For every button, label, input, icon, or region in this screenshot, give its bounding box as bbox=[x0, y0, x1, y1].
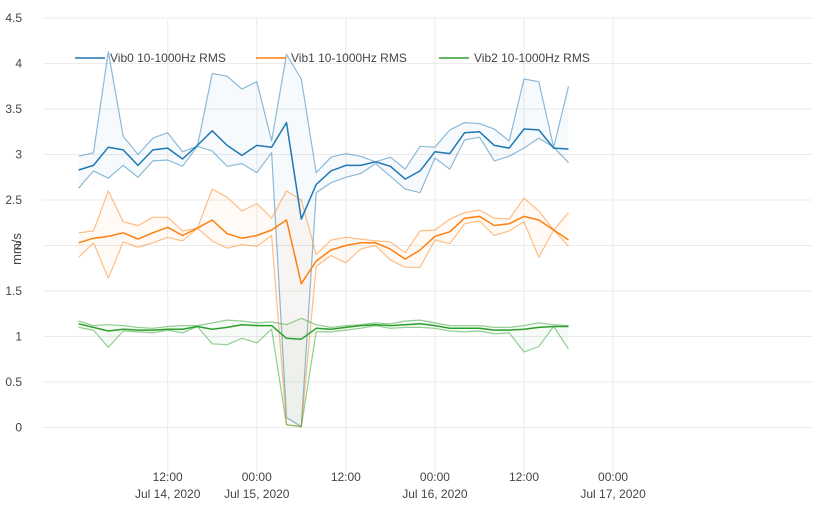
series-2-mean-line bbox=[78, 323, 569, 340]
series-1-band bbox=[78, 189, 569, 427]
y-axis: 0 0.5 1 1.5 2 2.5 3 3.5 4 4.5 bbox=[5, 11, 22, 435]
x-tick-label: 12:00 bbox=[509, 470, 539, 484]
legend-item-0[interactable]: Vib0 10-1000Hz RMS bbox=[75, 51, 226, 65]
legend[interactable]: Vib0 10-1000Hz RMS Vib1 10-1000Hz RMS Vib2… bbox=[75, 51, 590, 65]
series-0-upper-line bbox=[78, 51, 570, 174]
series-1-lower-line bbox=[78, 220, 569, 428]
legend-item-2[interactable]: Vib2 10-1000Hz RMS bbox=[439, 51, 590, 65]
y-tick-label: 1.5 bbox=[5, 284, 22, 298]
x-tick-date-label: Jul 17, 2020 bbox=[580, 487, 646, 501]
legend-item-1[interactable]: Vib1 10-1000Hz RMS bbox=[256, 51, 407, 65]
x-tick-date-label: Jul 16, 2020 bbox=[402, 487, 468, 501]
y-tick-label: 2 bbox=[15, 239, 22, 253]
series-2-lower-line bbox=[78, 325, 570, 428]
x-tick-date-label: Jul 15, 2020 bbox=[224, 487, 290, 501]
y-tick-label: 4.5 bbox=[5, 11, 22, 25]
x-tick-date-label: Jul 14, 2020 bbox=[135, 487, 201, 501]
y-tick-label: 0 bbox=[15, 421, 22, 435]
y-tick-label: 3.5 bbox=[5, 102, 22, 116]
series-1-upper-line bbox=[78, 188, 569, 256]
y-tick-label: 3 bbox=[15, 148, 22, 162]
series-bands bbox=[78, 51, 569, 427]
y-tick-label: 0.5 bbox=[5, 375, 22, 389]
x-tick-label: 12:00 bbox=[153, 470, 183, 484]
y-tick-label: 1 bbox=[15, 330, 22, 344]
series-0-band bbox=[78, 51, 569, 427]
x-tick-label: 00:00 bbox=[420, 470, 450, 484]
series-1-mean-line bbox=[78, 215, 569, 285]
x-tick-label: 00:00 bbox=[242, 470, 272, 484]
x-tick-label: 12:00 bbox=[331, 470, 361, 484]
legend-label: Vib0 10-1000Hz RMS bbox=[110, 51, 226, 65]
x-tick-label: 00:00 bbox=[598, 470, 628, 484]
series-lines bbox=[78, 51, 570, 428]
series-2-upper-line bbox=[78, 317, 569, 329]
x-axis: 12:00 Jul 14, 2020 00:00 Jul 15, 2020 12:00 0… bbox=[135, 470, 646, 501]
series-2-band bbox=[78, 318, 569, 427]
legend-label: Vib1 10-1000Hz RMS bbox=[291, 51, 407, 65]
y-tick-label: 4 bbox=[15, 57, 22, 71]
y-axis-title: mm/s bbox=[9, 233, 24, 265]
series-0-mean-line bbox=[78, 121, 569, 220]
legend-label: Vib2 10-1000Hz RMS bbox=[474, 51, 590, 65]
series-0-lower-line bbox=[78, 136, 569, 428]
y-tick-label: 2.5 bbox=[5, 193, 22, 207]
